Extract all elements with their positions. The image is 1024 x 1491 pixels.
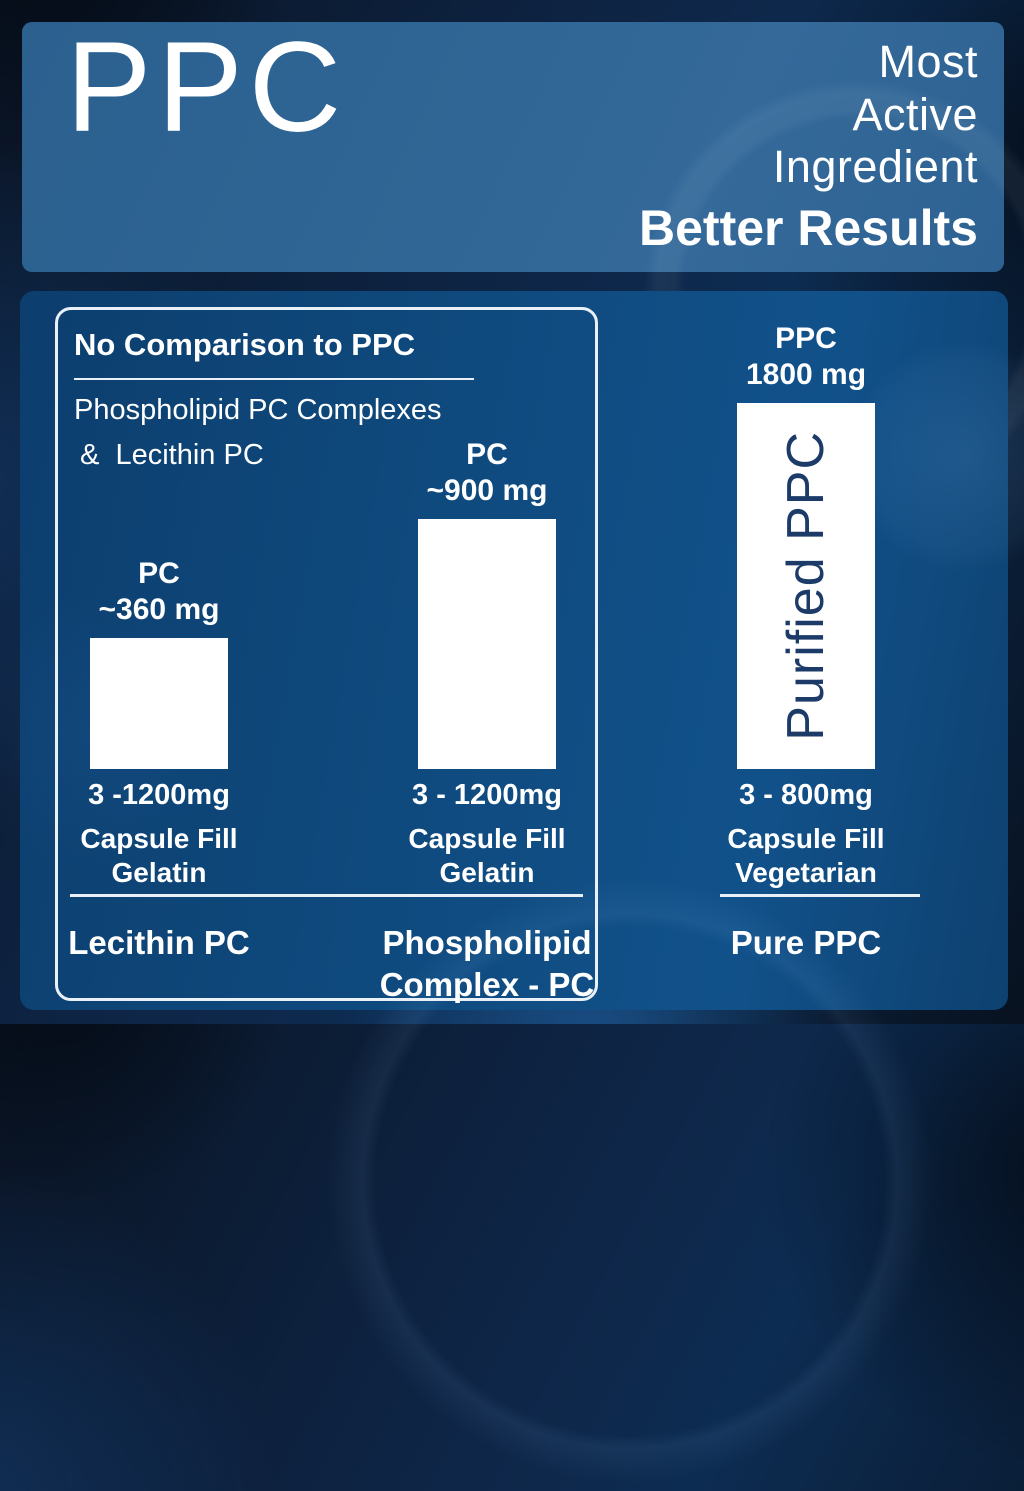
bar-pure-ppc: Purified PPC [737, 403, 875, 769]
bar-lecithin-pc [90, 638, 228, 769]
category-name-line-1: Phospholipid [382, 924, 592, 961]
tagline-line-3: Ingredient [772, 141, 978, 193]
header-panel: PPC Most Active Ingredient Better Result… [22, 17, 1024, 508]
separator-rule-pure-ppc [720, 894, 920, 897]
box-title: No Comparison to PPC [74, 327, 416, 362]
bar-value-label-compound: PC [138, 556, 180, 590]
category-name-lecithin: Lecithin PC [19, 922, 299, 964]
bar-value-label-compound: PC [466, 437, 508, 471]
category-name-pure-ppc: Pure PPC [666, 922, 946, 964]
bar-column-pure-ppc: PPC 1800 mg Purified PPC [696, 291, 916, 769]
dose-range-phospholipid: 3 - 1200mg [412, 779, 562, 811]
capsule-fill-line-1: Capsule Fill [408, 823, 566, 854]
category-name-line-2: Complex - PC [379, 966, 595, 1003]
box-title-underline [74, 378, 474, 380]
capsule-fill-line-1: Capsule Fill [727, 823, 885, 854]
bar-value-label: PPC 1800 mg [746, 321, 866, 394]
dose-range-lecithin: 3 -1200mg [88, 779, 230, 811]
capsule-fill-line-2: Gelatin [111, 857, 207, 888]
bar-value-label-mg: ~360 mg [98, 593, 220, 627]
capsule-fill-line-2: Gelatin [439, 857, 535, 888]
tagline-line-1: Most [878, 36, 978, 87]
category-name-line-1: Lecithin PC [68, 924, 250, 961]
bar-value-label-compound: PPC [775, 321, 837, 355]
dose-range-pure-ppc: 3 - 800mg [739, 779, 873, 811]
bar-value-label: PC ~900 mg [427, 437, 548, 510]
box-subtitle-line-1: Phospholipid PC Complexes [74, 394, 442, 426]
box-subtitle-line-2: & Lecithin PC [80, 439, 264, 471]
bar-phospholipid-complex [418, 519, 556, 769]
separator-rule-comparison-columns [70, 894, 583, 897]
tagline-line-2: Active [852, 88, 978, 140]
capsule-fill-lecithin: Capsule Fill Gelatin [39, 822, 279, 890]
no-comparison-box: No Comparison to PPC Phospholipid PC Com… [55, 307, 598, 1001]
comparison-panel: No Comparison to PPC Phospholipid PC Com… [0, 291, 1024, 1491]
tagline: Most Active Ingredient Better Results [639, 36, 978, 257]
category-name-line-1: Pure PPC [730, 924, 882, 961]
bar-value-label: PC ~360 mg [99, 556, 220, 629]
bar-value-label-mg: ~900 mg [426, 474, 548, 508]
bar-value-label-mg: 1800 mg [745, 358, 867, 392]
capsule-fill-line-2: Vegetarian [735, 857, 877, 888]
capsule-fill-pure-ppc: Capsule Fill Vegetarian [686, 822, 926, 890]
capsule-fill-phospholipid: Capsule Fill Gelatin [367, 822, 607, 890]
bar-column-lecithin-pc: PC ~360 mg [49, 291, 269, 769]
capsule-fill-line-1: Capsule Fill [80, 823, 238, 854]
tagline-emphasis: Better Results [639, 199, 978, 256]
bar-column-phospholipid-complex: PC ~900 mg [377, 291, 597, 769]
brand-title: PPC [66, 16, 348, 159]
category-name-phospholipid: Phospholipid Complex - PC [347, 922, 627, 1006]
bar-inner-label-purified-ppc: Purified PPC [777, 431, 835, 741]
